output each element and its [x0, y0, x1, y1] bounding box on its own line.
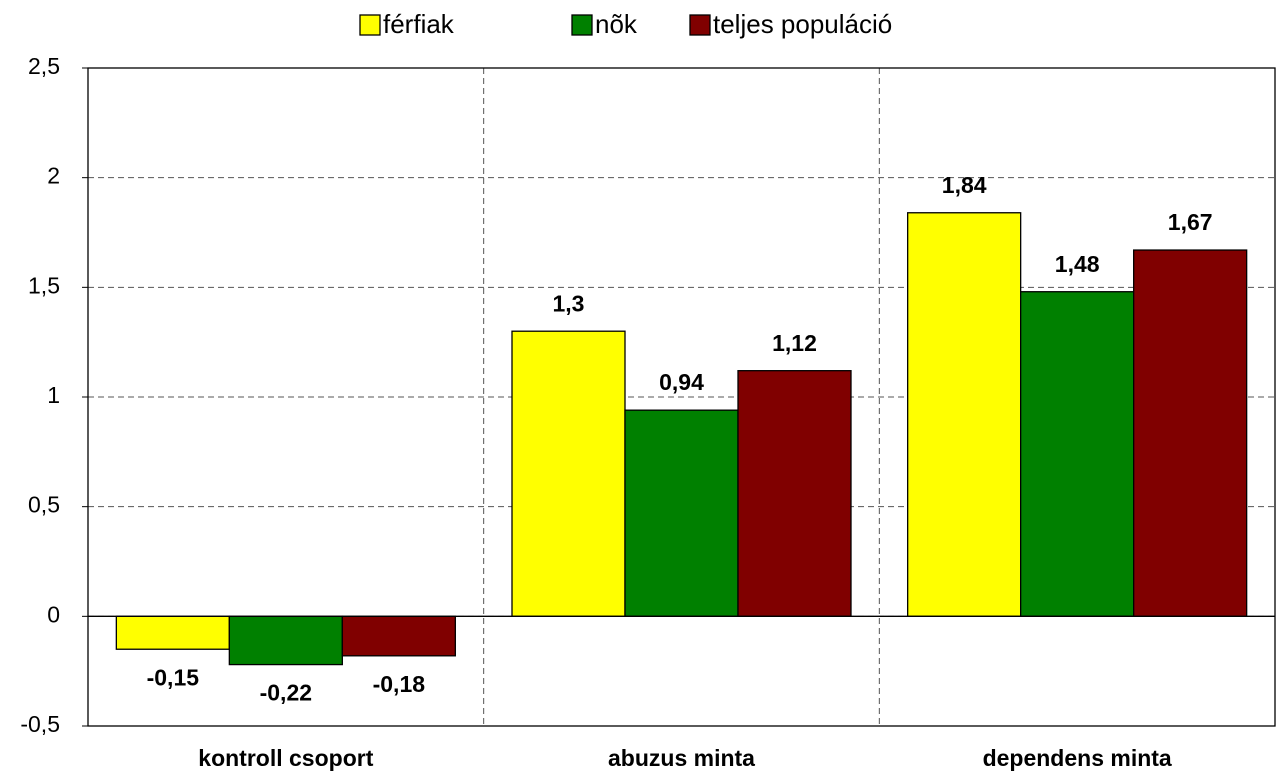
data-label: 1,84 — [942, 172, 987, 198]
data-label: 1,48 — [1055, 251, 1100, 277]
data-label: -0,22 — [260, 680, 312, 706]
legend-label: férfiak — [383, 9, 455, 39]
bar — [1020, 291, 1135, 617]
legend-swatch — [571, 14, 593, 36]
y-tick-label: 2,5 — [28, 53, 60, 79]
y-tick-label: 1,5 — [28, 272, 60, 298]
legend-label: teljes populáció — [713, 9, 892, 39]
data-label: -0,18 — [373, 671, 426, 697]
data-label: 1,67 — [1168, 209, 1213, 235]
bar — [341, 615, 456, 657]
y-tick-label: 2 — [47, 163, 60, 189]
data-label: 1,12 — [772, 330, 817, 356]
y-tick-label: 0 — [47, 601, 60, 627]
data-label: 1,3 — [553, 290, 585, 316]
legend-swatch — [359, 14, 381, 36]
x-tick-label: kontroll csoport — [198, 745, 373, 771]
bar — [511, 330, 626, 617]
y-tick-label: 1 — [47, 382, 60, 408]
y-tick-label: 0,5 — [28, 492, 60, 518]
legend-label: nõk — [595, 9, 638, 39]
x-tick-label: abuzus minta — [608, 745, 755, 771]
data-label: 0,94 — [659, 369, 704, 395]
bar — [1133, 249, 1248, 617]
legend-swatch — [689, 14, 711, 36]
x-tick-label: dependens minta — [983, 745, 1172, 771]
bar — [907, 212, 1022, 617]
y-tick-label: -0,5 — [20, 711, 60, 737]
bar — [737, 370, 852, 617]
data-label: -0,15 — [147, 664, 200, 690]
bar — [115, 615, 230, 650]
bar — [624, 409, 739, 617]
plot-border — [87, 67, 1276, 727]
bar — [228, 615, 343, 666]
